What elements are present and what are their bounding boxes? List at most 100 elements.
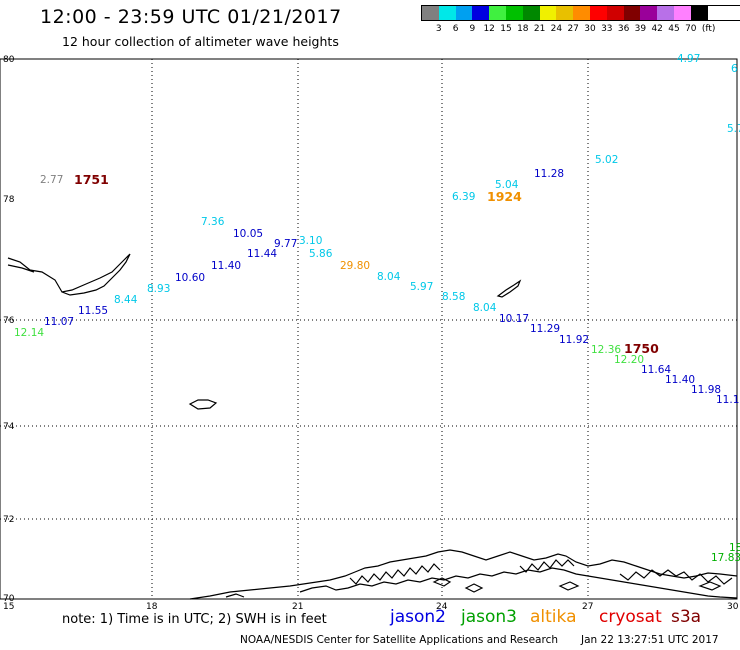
wave-height-value: 18 [729, 542, 740, 554]
color-swatch [573, 6, 590, 20]
wave-height-value: 5.86 [309, 248, 333, 260]
bear-island-coast [7, 253, 131, 296]
lat-label: 72 [3, 515, 14, 525]
island-coast [432, 577, 452, 587]
wave-height-value: 10.05 [233, 228, 263, 240]
color-scale-label: 12 [483, 24, 495, 34]
wave-height-value: 5.97 [410, 281, 433, 293]
hopen-island-coast [188, 399, 218, 410]
color-scale-label: 21 [533, 24, 546, 34]
wave-height-value: 10.60 [175, 272, 205, 284]
wave-height-value: 11.1 [716, 394, 739, 406]
lon-label: 15 [3, 602, 14, 612]
latitude-gridlines [0, 319, 737, 520]
pass-time-label: 1751 [74, 172, 109, 187]
wave-height-value: 12.20 [614, 354, 644, 366]
wave-height-value: 11.28 [534, 168, 564, 180]
color-scale-label: 3 [435, 24, 442, 34]
legend-altika: altika [530, 607, 577, 627]
color-scale-label: 39 [634, 24, 647, 34]
wave-height-value: 11.98 [691, 384, 721, 396]
pass-time-label: 1750 [624, 341, 659, 356]
color-swatch [673, 6, 691, 20]
color-scale-label: 36 [617, 24, 630, 34]
wave-height-values: 2.77 7.36 10.05 9.77 3.10 11.44 5.86 11.… [14, 53, 740, 564]
color-swatch [556, 6, 574, 20]
color-scale-swatches [421, 5, 740, 21]
lon-label: 27 [582, 602, 593, 612]
legend-jason2: jason2 [390, 607, 446, 627]
wave-height-value: 7.36 [201, 216, 225, 228]
color-swatch [455, 6, 473, 20]
color-scale-label: 15 [500, 24, 512, 34]
lon-label: 18 [146, 602, 158, 612]
color-swatch [438, 6, 456, 20]
wave-height-value: 12.36 [591, 344, 621, 356]
lat-label: 78 [3, 195, 15, 205]
color-scale-label: 27 [567, 24, 579, 34]
wave-height-value: 6.39 [452, 191, 475, 203]
wave-height-value: 8.44 [114, 294, 138, 306]
island-coast [7, 264, 35, 273]
wave-height-value: 11.55 [78, 305, 108, 317]
wave-height-value: 5.7 [727, 123, 740, 135]
color-swatch [522, 6, 540, 20]
island-coast [558, 581, 580, 591]
wave-height-value: 11.40 [665, 374, 695, 386]
color-swatch [606, 6, 624, 20]
pass-time-labels: 1751 1924 1750 [74, 172, 659, 356]
color-scale-label: 42 [651, 24, 663, 34]
wave-height-value: 8.93 [147, 283, 170, 295]
lon-label: 21 [292, 602, 303, 612]
wave-height-value: 5.02 [595, 154, 618, 166]
footer-note: note: 1) Time is in UTC; 2) SWH is in fe… [62, 612, 327, 627]
wave-height-value: 8.04 [473, 302, 497, 314]
island-coast [225, 593, 245, 598]
fjord-detail [619, 569, 733, 585]
fjord-coast [299, 567, 738, 599]
map-frame [0, 58, 738, 600]
legend-jason3: jason3 [461, 607, 517, 627]
color-scale-label: 45 [668, 24, 680, 34]
wave-height-value: 11.29 [530, 323, 560, 335]
wave-height-value: 11.44 [247, 248, 277, 260]
credit-text: NOAA/NESDIS Center for Satellite Applica… [240, 634, 558, 646]
wave-height-value: 11.92 [559, 334, 589, 346]
color-swatch [539, 6, 557, 20]
map-subtitle: 12 hour collection of altimeter wave hei… [62, 34, 339, 49]
wave-height-value: 11.07 [44, 316, 74, 328]
wave-height-value: 11.40 [211, 260, 241, 272]
legend-s3a: s3a [671, 607, 702, 627]
kong-karl-island-coast [496, 279, 522, 298]
lat-label: 80 [3, 55, 15, 65]
color-scale-labels: 3 6 9 12 15 18 21 24 27 30 33 36 39 42 45 70 (ft) [421, 24, 740, 36]
wave-height-value: 8.58 [442, 291, 465, 303]
generation-timestamp: Jan 22 13:27:51 UTC 2017 [581, 634, 719, 646]
color-swatch [489, 6, 506, 20]
wave-height-value: 10.17 [499, 313, 529, 325]
wave-height-value: 9.77 [274, 238, 297, 250]
legend-cryosat: cryosat [599, 607, 662, 627]
lon-label: 30 [727, 602, 739, 612]
island-coast [698, 581, 722, 591]
color-scale-label: 6 [452, 24, 459, 34]
longitude-gridlines [151, 59, 589, 599]
color-scale-label: 24 [550, 24, 563, 34]
color-scale-label: 70 [685, 24, 697, 34]
color-scale-unit: (ft) [701, 24, 716, 34]
wave-height-value: 12.14 [14, 327, 44, 339]
color-swatch [472, 6, 490, 20]
island-coast [464, 583, 484, 593]
wave-height-value: 4.97 [677, 53, 700, 65]
color-scale-label: 33 [601, 24, 613, 34]
wave-height-value: 3.10 [299, 235, 322, 247]
wave-height-value: 11.64 [641, 364, 671, 376]
wave-height-value: 17.83 [711, 552, 740, 564]
wave-height-value: 8.04 [377, 271, 401, 283]
color-swatch [422, 6, 439, 20]
color-swatch [640, 6, 658, 20]
color-swatch [505, 6, 523, 20]
color-swatch [690, 6, 708, 20]
wave-height-value: 6 [731, 63, 738, 75]
